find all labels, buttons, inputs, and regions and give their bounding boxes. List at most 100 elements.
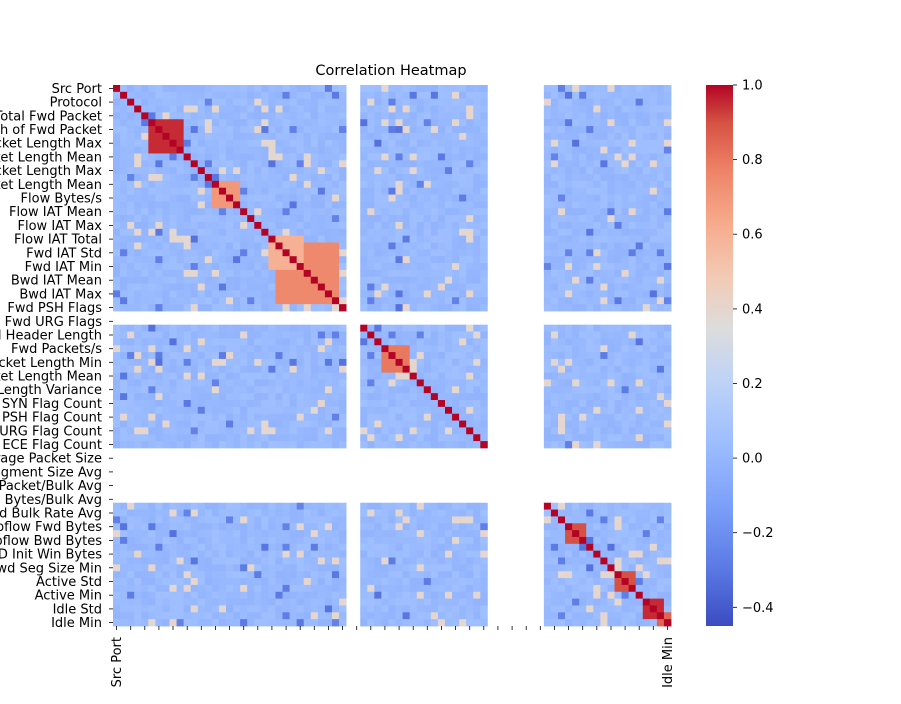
heatmap-cell	[289, 434, 298, 442]
heatmap-cell	[572, 571, 580, 579]
heatmap-cell	[642, 194, 651, 202]
heatmap-cell	[204, 413, 213, 421]
heatmap-cell	[642, 400, 651, 408]
heatmap-cell	[593, 208, 601, 216]
heatmap-cell	[120, 283, 128, 291]
heatmap-cell	[148, 187, 156, 195]
heatmap-cell	[663, 160, 672, 168]
heatmap-cell	[275, 536, 283, 545]
heatmap-cell	[162, 578, 170, 586]
heatmap-cell	[550, 126, 559, 134]
heatmap-cell	[162, 221, 170, 230]
heatmap-cell	[614, 187, 622, 195]
heatmap-cell	[113, 509, 121, 517]
heatmap-cell	[360, 386, 368, 394]
heatmap-cell	[444, 530, 453, 538]
heatmap-cell	[473, 297, 481, 305]
heatmap-cell	[593, 201, 601, 209]
heatmap-cell	[289, 516, 298, 524]
heatmap-cell	[656, 249, 665, 257]
heatmap-cell	[197, 221, 206, 230]
heatmap-cell	[317, 290, 326, 298]
heatmap-cell	[324, 358, 333, 367]
heatmap-cell	[134, 263, 142, 271]
heatmap-cell	[600, 160, 608, 168]
heatmap-cell	[211, 324, 220, 332]
heatmap-cell	[374, 523, 382, 531]
heatmap-cell	[437, 126, 446, 134]
heatmap-cell	[381, 242, 389, 250]
heatmap-cell	[430, 578, 439, 586]
heatmap-cell	[600, 208, 608, 216]
heatmap-cell	[444, 379, 453, 387]
heatmap-cell	[162, 406, 170, 415]
heatmap-cell	[120, 98, 128, 106]
heatmap-cell	[381, 221, 389, 230]
heatmap-cell	[360, 543, 368, 552]
heatmap-cell	[339, 160, 347, 168]
heatmap-cell	[395, 358, 403, 367]
heatmap-cell	[261, 372, 269, 380]
heatmap-cell	[402, 509, 411, 517]
heatmap-cell	[621, 406, 630, 415]
heatmap-cell	[459, 126, 467, 134]
heatmap-cell	[218, 406, 227, 415]
heatmap-cell	[289, 352, 298, 360]
heatmap-cell	[444, 98, 453, 106]
heatmap-cell	[226, 146, 234, 154]
heatmap-cell	[550, 502, 559, 510]
heatmap-cell	[169, 167, 177, 175]
heatmap-cell	[360, 132, 368, 141]
heatmap-cell	[466, 290, 474, 298]
heatmap-cell	[459, 98, 467, 106]
heatmap-cell	[247, 598, 255, 606]
heatmap-cell	[240, 221, 248, 230]
heatmap-cell	[473, 324, 481, 332]
heatmap-cell	[240, 365, 248, 374]
heatmap-cell	[268, 98, 276, 106]
heatmap-cell	[190, 571, 199, 579]
heatmap-cell	[593, 126, 601, 134]
heatmap-cell	[127, 263, 135, 271]
heatmap-cell	[614, 400, 622, 408]
heatmap-cell	[367, 612, 375, 620]
heatmap-cell	[614, 345, 622, 353]
heatmap-cell	[360, 400, 368, 408]
heatmap-cell	[663, 331, 672, 339]
heatmap-cell	[367, 235, 375, 243]
heatmap-cell	[268, 434, 276, 442]
heatmap-cell	[233, 509, 241, 517]
heatmap-cell	[444, 160, 453, 168]
heatmap-cell	[268, 550, 276, 558]
heatmap-cell	[339, 228, 347, 237]
heatmap-cell	[572, 276, 580, 284]
heatmap-cell	[339, 530, 347, 538]
heatmap-cell	[282, 276, 290, 284]
heatmap-cell	[204, 523, 213, 531]
heatmap-cell	[282, 523, 290, 531]
heatmap-cell	[204, 249, 213, 257]
heatmap-cell	[628, 105, 637, 113]
colorbar-tick-label: −0.2	[742, 526, 774, 541]
heatmap-cell	[557, 564, 566, 572]
heatmap-cell	[275, 304, 283, 312]
heatmap-cell	[113, 187, 121, 195]
heatmap-cell	[211, 557, 220, 565]
heatmap-cell	[579, 221, 587, 230]
heatmap-cell	[416, 345, 425, 353]
heatmap-cell	[381, 338, 389, 346]
heatmap-cell	[621, 85, 630, 93]
heatmap-cell	[254, 167, 262, 175]
heatmap-cell	[289, 194, 298, 202]
heatmap-cell	[317, 235, 326, 243]
heatmap-cell	[452, 591, 460, 600]
heatmap-cell	[127, 221, 135, 230]
heatmap-cell	[642, 338, 651, 346]
heatmap-cell	[607, 263, 615, 271]
heatmap-cell	[480, 290, 488, 298]
heatmap-cell	[247, 194, 255, 202]
heatmap-cell	[176, 242, 185, 250]
heatmap-cell	[360, 269, 368, 278]
heatmap-cell	[268, 564, 276, 572]
heatmap-cell	[437, 215, 446, 223]
